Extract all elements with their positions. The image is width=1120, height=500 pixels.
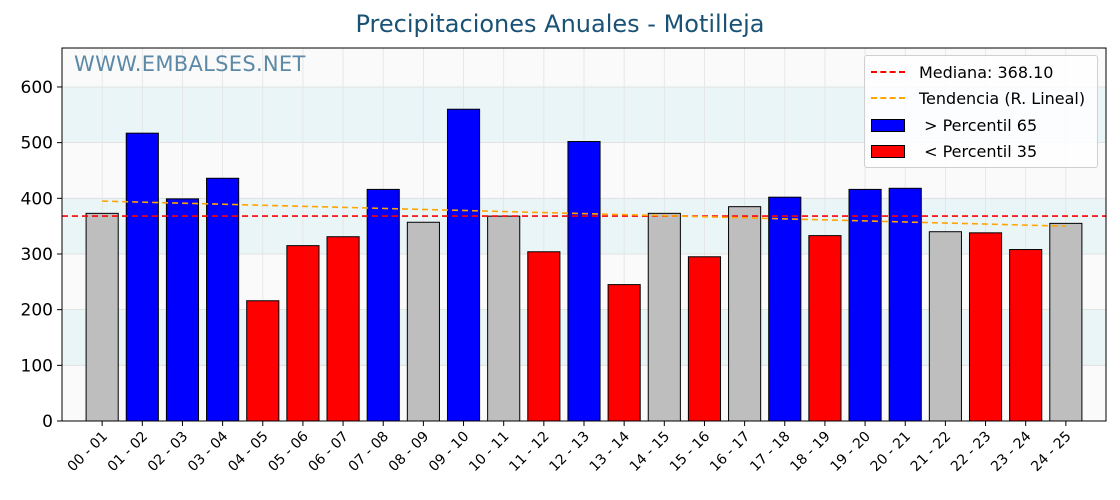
- x-tick-label: 04 - 05: [225, 429, 271, 475]
- bar-22-23: [968, 232, 1003, 422]
- bar-21-22: [928, 231, 962, 422]
- bar-04-05: [246, 300, 280, 422]
- y-tick-label: 200: [21, 301, 53, 321]
- bar-14-15: [647, 212, 681, 422]
- x-tick-label: 06 - 07: [306, 429, 352, 475]
- bar-15-16: [687, 256, 722, 422]
- x-tick-label: 20 - 21: [868, 429, 914, 475]
- x-tick-label: 09 - 10: [426, 429, 472, 475]
- bar-16-17: [728, 206, 762, 422]
- x-tick-label: 15 - 16: [667, 428, 713, 474]
- legend-p65-swatch: [871, 118, 905, 132]
- legend-item-p35: < Percentil 35: [871, 140, 1037, 162]
- y-tick-label: 400: [21, 189, 53, 209]
- x-tick-label: 07 - 08: [346, 429, 392, 475]
- x-tick-label: 00 - 01: [65, 429, 111, 475]
- legend-item-median: Mediana: 368.10: [871, 61, 1053, 83]
- x-tick-label: 19 - 20: [828, 429, 874, 475]
- bar-06-07: [326, 236, 360, 422]
- legend-p65-label: > Percentil 65: [919, 115, 1038, 135]
- x-tick-label: 11 - 12: [506, 429, 552, 475]
- trend-line: [102, 200, 1066, 227]
- bar-17-18: [768, 196, 802, 422]
- x-tick-label: 14 - 15: [627, 429, 673, 475]
- chart-title: Precipitaciones Anuales - Motilleja: [355, 10, 765, 38]
- legend-trend-label: Tendencia (R. Lineal): [919, 88, 1086, 108]
- bar-05-06: [286, 245, 320, 422]
- y-axis: 0 100 200 300 400 500 600: [21, 78, 62, 432]
- x-tick-label: 05 - 06: [265, 428, 311, 474]
- bar-07-08: [366, 188, 400, 422]
- y-tick-label: 500: [21, 134, 53, 154]
- x-tick-label: 24 - 25: [1028, 429, 1074, 475]
- legend-trend-swatch: [871, 97, 905, 99]
- legend-item-trend: Tendencia (R. Lineal): [871, 87, 1085, 109]
- x-tick-label: 16 - 17: [707, 429, 753, 475]
- bar-24-25: [1049, 222, 1083, 422]
- x-tick-label: 13 - 14: [587, 428, 633, 474]
- bar-01-02: [125, 132, 159, 422]
- x-tick-label: 22 - 23: [948, 429, 994, 475]
- legend-p35-swatch: [871, 144, 905, 158]
- bars: [85, 108, 1083, 422]
- bar-00-01: [85, 212, 119, 422]
- legend-median-label: Mediana: 368.10: [919, 62, 1054, 82]
- bar-03-04: [206, 177, 240, 422]
- legend-item-p65: > Percentil 65: [871, 114, 1037, 136]
- bar-02-03: [165, 198, 200, 422]
- watermark: WWW.EMBALSES.NET: [74, 52, 306, 76]
- x-tick-label: 03 - 04: [185, 428, 231, 474]
- x-tick-label: 08 - 09: [386, 429, 432, 475]
- y-tick-label: 600: [21, 78, 53, 98]
- x-tick-label: 18 - 19: [787, 429, 833, 475]
- bar-23-24: [1009, 249, 1043, 422]
- bar-20-21: [888, 187, 922, 422]
- legend: Mediana: 368.10 Tendencia (R. Lineal) > …: [864, 55, 1098, 168]
- bar-09-10: [446, 108, 481, 422]
- x-tick-label: 21 - 22: [908, 429, 954, 475]
- y-tick-label: 100: [21, 356, 53, 376]
- legend-median-swatch: [871, 71, 905, 73]
- bar-08-09: [406, 221, 440, 422]
- bar-10-11: [487, 215, 521, 422]
- bar-12-13: [567, 141, 601, 422]
- y-tick-label: 0: [42, 412, 53, 432]
- y-tick-label: 300: [21, 245, 53, 265]
- x-tick-label: 12 - 13: [546, 429, 592, 475]
- reference-lines: [62, 200, 1106, 227]
- x-tick-label: 17 - 18: [747, 429, 793, 475]
- legend-p35-label: < Percentil 35: [919, 141, 1038, 161]
- x-tick-label: 02 - 03: [145, 429, 191, 475]
- bar-18-19: [808, 235, 842, 422]
- x-tick-label: 23 - 24: [988, 428, 1034, 474]
- bar-13-14: [607, 284, 641, 422]
- bar-11-12: [527, 251, 561, 422]
- bar-19-20: [848, 188, 882, 422]
- x-tick-label: 01 - 02: [105, 429, 151, 475]
- x-tick-label: 10 - 11: [466, 429, 512, 475]
